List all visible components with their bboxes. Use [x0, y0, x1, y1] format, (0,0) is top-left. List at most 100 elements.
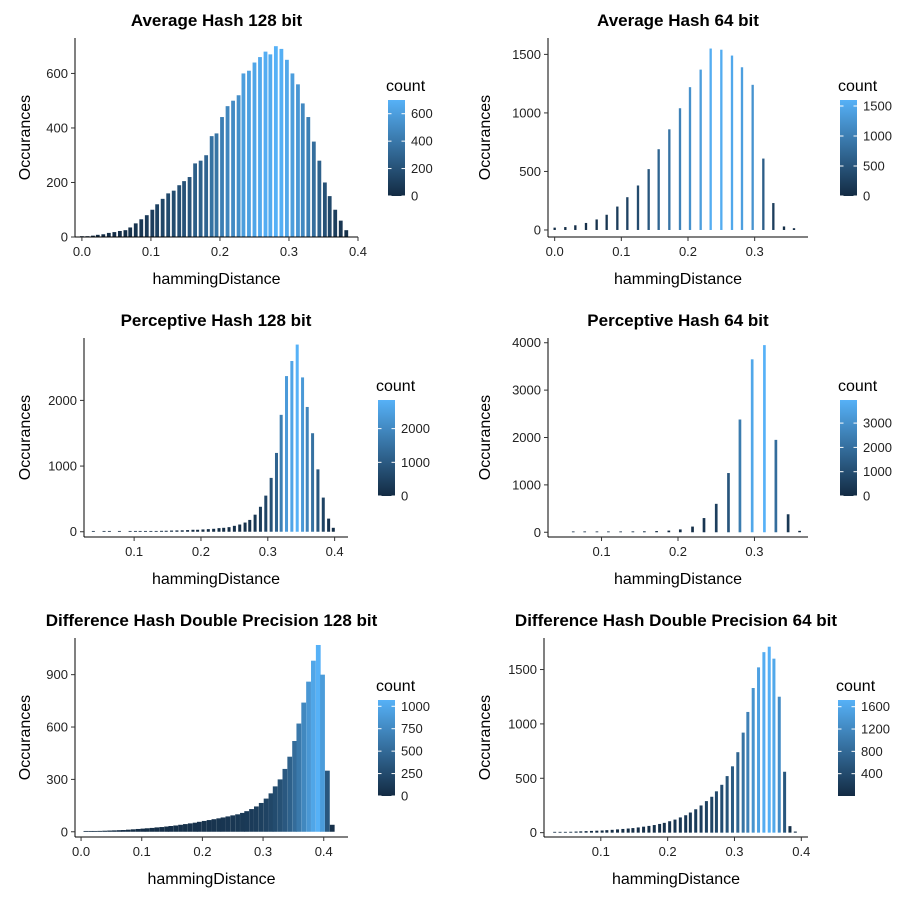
x-axis-title: hammingDistance — [152, 271, 280, 288]
bar — [763, 345, 766, 533]
bar — [175, 530, 179, 532]
legend-tick-label: 1200 — [861, 722, 890, 737]
legend-title: count — [376, 678, 416, 695]
bar — [553, 227, 556, 230]
bar — [258, 506, 262, 532]
legend-tick-label: 400 — [861, 766, 883, 781]
bar — [201, 529, 205, 532]
bar — [164, 826, 169, 832]
bar — [600, 830, 604, 833]
bar — [282, 768, 288, 832]
bar — [579, 831, 583, 833]
y-tick-label: 3000 — [512, 383, 541, 398]
chart-svg: Perceptive Hash 64 bit 0 1000 2000 3000 4000 0… — [477, 311, 892, 588]
bar — [619, 531, 622, 533]
bar — [563, 831, 567, 833]
x-tick-label: 0.1 — [133, 844, 151, 859]
bar — [583, 531, 587, 533]
x-tick-label: 0.0 — [73, 244, 91, 259]
bar — [263, 51, 268, 237]
bar — [91, 530, 95, 532]
bar — [279, 48, 284, 238]
legend-tick-label: 250 — [401, 766, 423, 781]
x-tick-label: 0.2 — [659, 844, 677, 859]
bar — [647, 169, 650, 230]
bar — [772, 658, 776, 833]
chart-svg: Average Hash 128 bit 0 200 400 600 0.0 0.1 0.2 0… — [17, 11, 433, 288]
chart-title: Average Hash 128 bit — [131, 11, 303, 30]
bar — [225, 106, 230, 238]
bar — [642, 826, 646, 833]
bar — [243, 522, 247, 532]
bar — [268, 54, 273, 237]
bar — [177, 185, 182, 237]
x-tick-label: 0.1 — [592, 844, 610, 859]
y-tick-label: 500 — [515, 771, 537, 786]
y-tick-label: 1000 — [512, 105, 541, 120]
bar — [206, 529, 210, 532]
bar — [673, 819, 677, 833]
bar — [130, 829, 136, 832]
legend-tick-label: 1000 — [401, 455, 430, 470]
bar — [191, 529, 195, 532]
bar — [636, 827, 640, 833]
legend-colorbar — [378, 700, 395, 796]
bar — [746, 711, 750, 833]
y-axis-title: Occurances — [477, 95, 494, 180]
legend: count 0 1000 2000 — [376, 378, 430, 504]
bar — [305, 406, 309, 532]
bar — [688, 87, 692, 230]
x-tick-label: 0.2 — [679, 244, 697, 259]
bar — [106, 232, 111, 237]
bar — [777, 696, 781, 833]
bar — [344, 230, 349, 237]
bar — [290, 360, 294, 532]
x-tick-label: 0.2 — [193, 844, 211, 859]
legend-colorbar — [378, 400, 395, 496]
y-tick-label: 0 — [530, 825, 537, 840]
bar — [564, 227, 567, 230]
legend-tick-label: 0 — [401, 789, 408, 804]
bar — [290, 73, 295, 237]
bar — [306, 117, 311, 237]
chart-panel-perceptive-hash-128: Perceptive Hash 128 bit 0 1000 2000 0.1 0.2 0.… — [0, 300, 460, 600]
bar — [247, 70, 251, 238]
bar — [138, 530, 142, 532]
bar — [285, 376, 289, 532]
bar — [331, 527, 335, 532]
bar — [652, 825, 656, 833]
chart-svg: Difference Hash Double Precision 64 bit 0… — [477, 611, 890, 888]
bar — [144, 215, 149, 237]
bar — [595, 219, 598, 230]
y-tick-label: 400 — [46, 120, 68, 135]
y-tick-label: 500 — [519, 164, 541, 179]
x-tick-label: 0.2 — [211, 244, 229, 259]
bar — [269, 477, 273, 532]
bar — [295, 344, 299, 532]
bar — [217, 528, 221, 532]
bar — [117, 530, 121, 532]
bar — [268, 793, 274, 832]
bar — [667, 530, 671, 533]
bar — [263, 798, 269, 832]
x-tick-label: 0.3 — [259, 544, 277, 559]
bar — [102, 530, 106, 532]
bar — [616, 829, 620, 833]
bar — [311, 141, 316, 237]
bar — [107, 530, 111, 532]
bar — [699, 805, 703, 833]
y-tick-label: 2000 — [512, 430, 541, 445]
legend-title: count — [838, 378, 878, 395]
bar — [258, 57, 262, 237]
bar — [584, 222, 588, 230]
bar — [241, 73, 246, 237]
y-tick-label: 1500 — [512, 47, 541, 62]
bar — [244, 811, 250, 832]
bar — [714, 791, 718, 833]
bar — [688, 812, 692, 833]
bar — [740, 67, 744, 230]
chart-panel-difference-hash-64: Difference Hash Double Precision 64 bit 0… — [460, 600, 920, 900]
y-tick-label: 0 — [534, 525, 541, 540]
bar — [133, 530, 137, 532]
bar — [212, 528, 216, 532]
